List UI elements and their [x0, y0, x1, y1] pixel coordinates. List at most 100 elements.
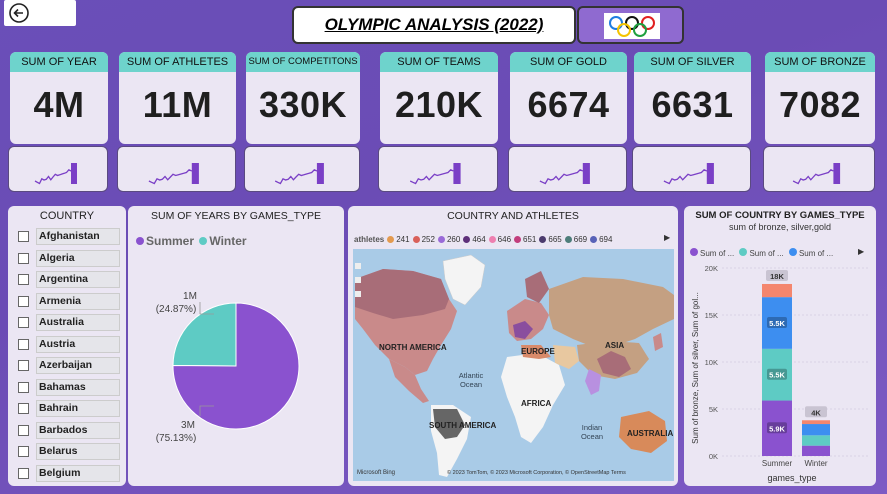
bar-legend-item-1[interactable]: Sum of ...: [690, 248, 734, 258]
checkbox[interactable]: [18, 231, 29, 243]
bar-category-label: Winter: [804, 459, 827, 468]
country-option[interactable]: Armenia: [18, 291, 126, 313]
country-option[interactable]: Bahamas: [18, 377, 126, 399]
bar-total-label-bg: [766, 269, 788, 281]
map-legend-item[interactable]: 464: [460, 235, 486, 244]
country-label: Azerbaijan: [36, 357, 120, 375]
bar-segment[interactable]: [802, 424, 830, 436]
bar-segment[interactable]: [762, 283, 792, 298]
bar-segment-label: 5.5K: [769, 319, 785, 328]
kpi-value: 210K: [394, 84, 484, 125]
bar-segment-label: 5.5K: [769, 371, 785, 380]
pie-chart-panel: SUM OF YEARS BY GAMES_TYPE Summer Winter…: [128, 206, 344, 486]
checkbox[interactable]: [18, 360, 29, 372]
map-controls[interactable]: [355, 263, 362, 313]
map-legend-item[interactable]: 665: [536, 235, 562, 244]
country-option[interactable]: Belgium: [18, 463, 126, 485]
map-legend-item[interactable]: 669: [562, 235, 587, 244]
checkbox[interactable]: [18, 338, 29, 350]
country-option[interactable]: Afghanistan: [18, 226, 126, 248]
bar-segment-label-bg: [767, 422, 787, 434]
pie-chart-title: SUM OF YEARS BY GAMES_TYPE: [151, 210, 321, 222]
country-slicer: COUNTRY Afghanistan Algeria Argentina Armen…: [8, 206, 126, 486]
bar-ytick-label: 5K: [709, 405, 718, 414]
country-option[interactable]: Argentina: [18, 269, 126, 291]
country-option[interactable]: Algeria: [18, 248, 126, 270]
pie-slice-winter[interactable]: [172, 302, 237, 367]
checkbox[interactable]: [18, 252, 29, 264]
checkbox[interactable]: [18, 381, 29, 393]
bar-segment-label-bg: [767, 368, 787, 380]
bar-segment[interactable]: [802, 445, 830, 456]
kpi-value: 4M: [33, 84, 85, 125]
map-legend-item[interactable]: 241: [384, 235, 410, 244]
country-label: Barbados: [36, 421, 120, 439]
bar-legend-item-3[interactable]: Sum of ...: [788, 248, 833, 258]
legend-item-summer[interactable]: Summer: [136, 234, 194, 248]
country-option[interactable]: Azerbaijan: [18, 355, 126, 377]
label-atlantic: Atlantic Ocean: [458, 371, 484, 389]
country-slicer-title: COUNTRY: [39, 210, 95, 222]
kpi-label: SUM OF GOLD: [510, 52, 627, 72]
bar-segment[interactable]: [802, 420, 830, 425]
label-south-america: SOUTH AMERICA: [429, 421, 497, 430]
world-map[interactable]: NORTH AMERICA EUROPE ASIA AFRICA SOUTH A…: [353, 249, 674, 481]
bar-total-label-bg: [805, 406, 827, 418]
kpi-sparkline-2: [244, 146, 360, 192]
kpi-sparkline-4: [508, 146, 627, 192]
bar-segment[interactable]: [762, 400, 792, 456]
checkbox[interactable]: [18, 467, 29, 479]
kpi-value: 11M: [142, 84, 213, 125]
bar-segment[interactable]: [762, 297, 792, 349]
back-button[interactable]: [4, 0, 76, 26]
pie-label-winter-value: 1M: [183, 291, 197, 302]
checkbox[interactable]: [18, 317, 29, 329]
pie-label-summer-value: 3M: [181, 420, 195, 431]
kpi-value: 330K: [258, 84, 348, 125]
map-title: COUNTRY AND ATHLETES: [447, 210, 579, 222]
checkbox[interactable]: [18, 424, 29, 436]
bar-segment[interactable]: [762, 348, 792, 401]
country-label: Bahrain: [36, 400, 120, 418]
kpi-value: 7082: [778, 84, 862, 125]
bar-legend-item-2[interactable]: Sum of ...: [739, 248, 784, 258]
map-legend-item[interactable]: 646: [486, 235, 511, 244]
bar-legend: Sum of ... Sum of ... Sum of ...: [690, 248, 833, 258]
map-attribution[interactable]: © 2023 TomTom, © 2023 Microsoft Corporat…: [447, 470, 626, 476]
kpi-label: SUM OF COMPETITONS: [246, 52, 360, 72]
map-legend-item[interactable]: 252: [410, 235, 435, 244]
checkbox[interactable]: [18, 274, 29, 286]
kpi-sparkline-6: [763, 146, 875, 192]
bar-chart-subtitle: sum of bronze, silver,gold: [728, 222, 832, 232]
checkbox[interactable]: [18, 446, 29, 458]
bar-chart-panel: SUM OF COUNTRY BY GAMES_TYPE sum of bron…: [684, 206, 876, 486]
legend-item-winter[interactable]: Winter: [199, 234, 247, 248]
kpi-label: SUM OF YEAR: [10, 52, 108, 72]
label-australia: AUSTRALIA: [627, 429, 674, 438]
page-title: OLYMPIC ANALYSIS (2022): [292, 6, 576, 44]
bar-category-label: Summer: [762, 459, 793, 468]
bar-ytick-label: 15K: [705, 311, 718, 320]
map-legend-item[interactable]: 260: [435, 235, 460, 244]
pie-slice-summer[interactable]: [172, 302, 300, 430]
kpi-card-6: SUM OF BRONZE 7082: [765, 52, 875, 144]
bar-legend-next-icon[interactable]: ▶: [858, 247, 865, 256]
legend-next-icon[interactable]: ▶: [664, 233, 671, 242]
bar-total-label: 4K: [811, 408, 821, 417]
checkbox[interactable]: [18, 403, 29, 415]
map-legend-item[interactable]: 651: [511, 235, 536, 244]
bar-total-label: 18K: [770, 272, 784, 281]
checkbox[interactable]: [18, 295, 29, 307]
map-legend-item[interactable]: 694: [587, 235, 612, 244]
bar-chart-title: SUM OF COUNTRY BY GAMES_TYPE: [695, 210, 865, 221]
bar-segment[interactable]: [802, 435, 830, 446]
kpi-sparkline-1: [117, 146, 236, 192]
country-option[interactable]: Austria: [18, 334, 126, 356]
kpi-card-0: SUM OF YEAR 4M: [10, 52, 108, 144]
country-option[interactable]: Australia: [18, 312, 126, 334]
country-option[interactable]: Bahrain: [18, 398, 126, 420]
country-option[interactable]: Belarus: [18, 441, 126, 463]
bar-ytick-label: 10K: [705, 358, 718, 367]
kpi-card-1: SUM OF ATHLETES 11M: [119, 52, 236, 144]
country-option[interactable]: Barbados: [18, 420, 126, 442]
